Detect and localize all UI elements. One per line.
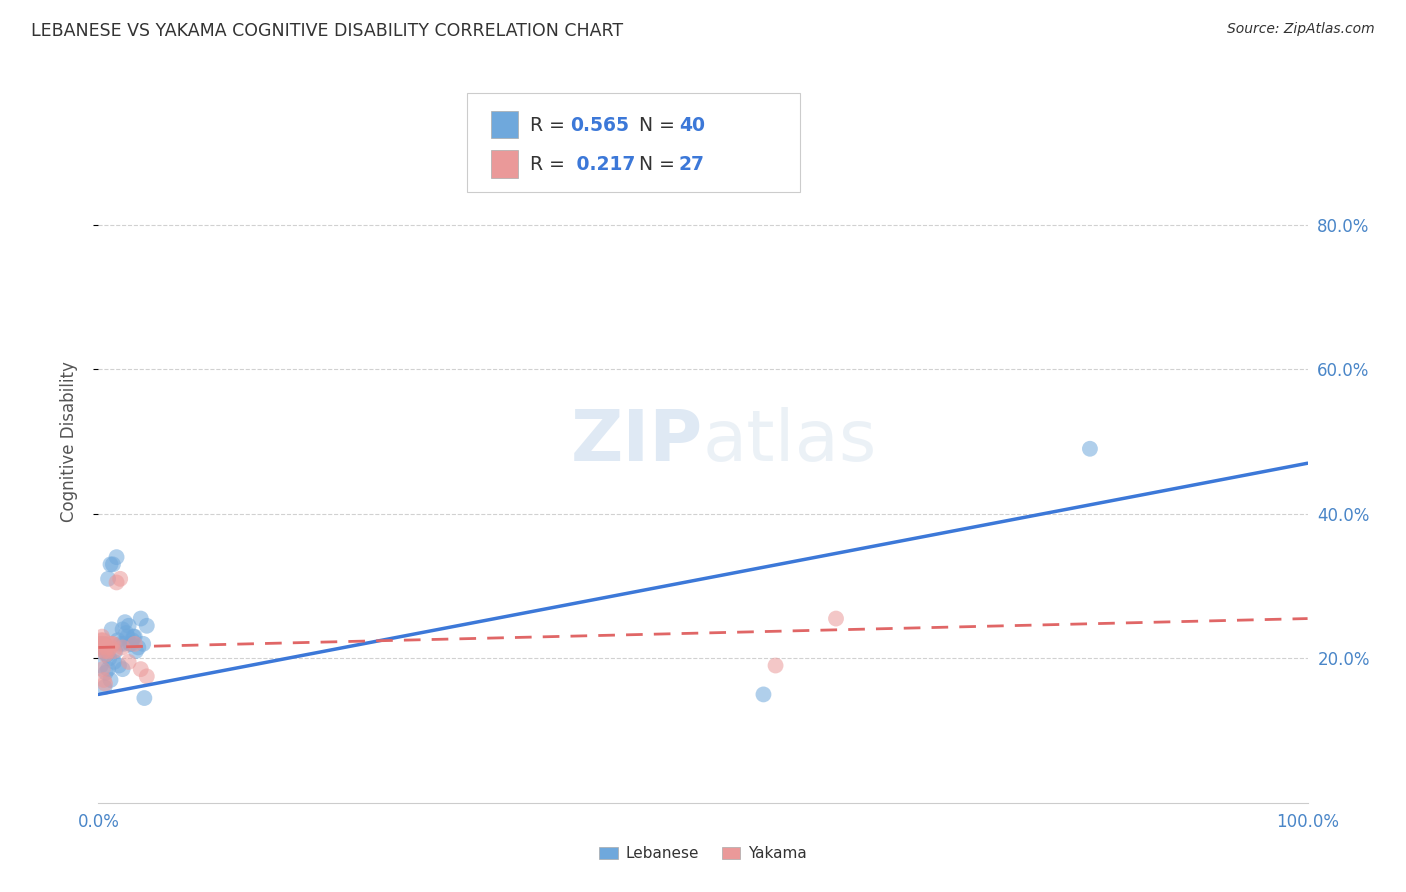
- Point: [97, 644, 120, 658]
- Text: atlas: atlas: [703, 407, 877, 476]
- Point: [127, 640, 149, 655]
- Point: [108, 637, 131, 651]
- Point: [93, 680, 115, 694]
- Text: LEBANESE VS YAKAMA COGNITIVE DISABILITY CORRELATION CHART: LEBANESE VS YAKAMA COGNITIVE DISABILITY …: [31, 22, 623, 40]
- Point: [91, 662, 114, 676]
- Point: [135, 619, 157, 633]
- Point: [91, 640, 114, 655]
- Point: [108, 658, 131, 673]
- Point: [101, 637, 124, 651]
- Text: 0.565: 0.565: [569, 116, 628, 135]
- Point: [97, 572, 120, 586]
- Point: [90, 637, 112, 651]
- Point: [117, 630, 139, 644]
- Point: [94, 665, 117, 680]
- Point: [103, 655, 125, 669]
- FancyBboxPatch shape: [467, 93, 800, 193]
- Point: [101, 558, 124, 572]
- Point: [90, 658, 112, 673]
- Point: [125, 644, 148, 658]
- Text: 0.217: 0.217: [569, 155, 636, 174]
- Point: [124, 630, 146, 644]
- Point: [94, 676, 117, 690]
- Point: [135, 669, 157, 683]
- Point: [108, 572, 131, 586]
- Point: [111, 662, 134, 676]
- Text: R =: R =: [530, 116, 571, 135]
- Point: [114, 615, 136, 630]
- Point: [825, 611, 848, 625]
- Point: [91, 633, 114, 648]
- Point: [91, 630, 114, 644]
- Point: [118, 637, 141, 651]
- Text: N =: N =: [638, 155, 681, 174]
- Point: [129, 611, 152, 625]
- Point: [122, 630, 145, 644]
- Text: 40: 40: [679, 116, 704, 135]
- Point: [96, 640, 118, 655]
- Point: [1078, 442, 1101, 456]
- Text: N =: N =: [638, 116, 681, 135]
- Point: [100, 637, 122, 651]
- Point: [129, 662, 152, 676]
- Point: [93, 644, 115, 658]
- Point: [134, 691, 156, 706]
- Point: [93, 673, 115, 687]
- Point: [97, 662, 120, 676]
- Text: Source: ZipAtlas.com: Source: ZipAtlas.com: [1227, 22, 1375, 37]
- Point: [93, 637, 115, 651]
- Text: 27: 27: [679, 155, 704, 174]
- Point: [89, 640, 111, 655]
- Point: [98, 637, 121, 651]
- Point: [120, 637, 142, 651]
- Text: ZIP: ZIP: [571, 407, 703, 476]
- Point: [111, 640, 134, 655]
- Point: [91, 644, 114, 658]
- Point: [118, 619, 141, 633]
- Point: [132, 637, 155, 651]
- Point: [112, 637, 135, 651]
- Text: R =: R =: [530, 155, 571, 174]
- Point: [103, 644, 125, 658]
- Point: [89, 637, 111, 651]
- Point: [105, 575, 128, 590]
- Point: [118, 655, 141, 669]
- Legend: Lebanese, Yakama: Lebanese, Yakama: [593, 840, 813, 867]
- Point: [752, 687, 775, 701]
- Point: [121, 633, 143, 648]
- Point: [105, 550, 128, 565]
- Point: [104, 644, 127, 658]
- Point: [100, 673, 122, 687]
- Point: [96, 648, 118, 662]
- Point: [98, 651, 121, 665]
- Point: [115, 626, 138, 640]
- Point: [124, 637, 146, 651]
- Y-axis label: Cognitive Disability: Cognitive Disability: [59, 361, 77, 522]
- Point: [100, 640, 122, 655]
- Point: [100, 558, 122, 572]
- Point: [90, 633, 112, 648]
- Point: [100, 623, 122, 637]
- Point: [765, 658, 787, 673]
- Point: [107, 633, 129, 648]
- Bar: [492, 151, 517, 178]
- Point: [111, 623, 134, 637]
- Point: [94, 648, 117, 662]
- Bar: [492, 111, 517, 138]
